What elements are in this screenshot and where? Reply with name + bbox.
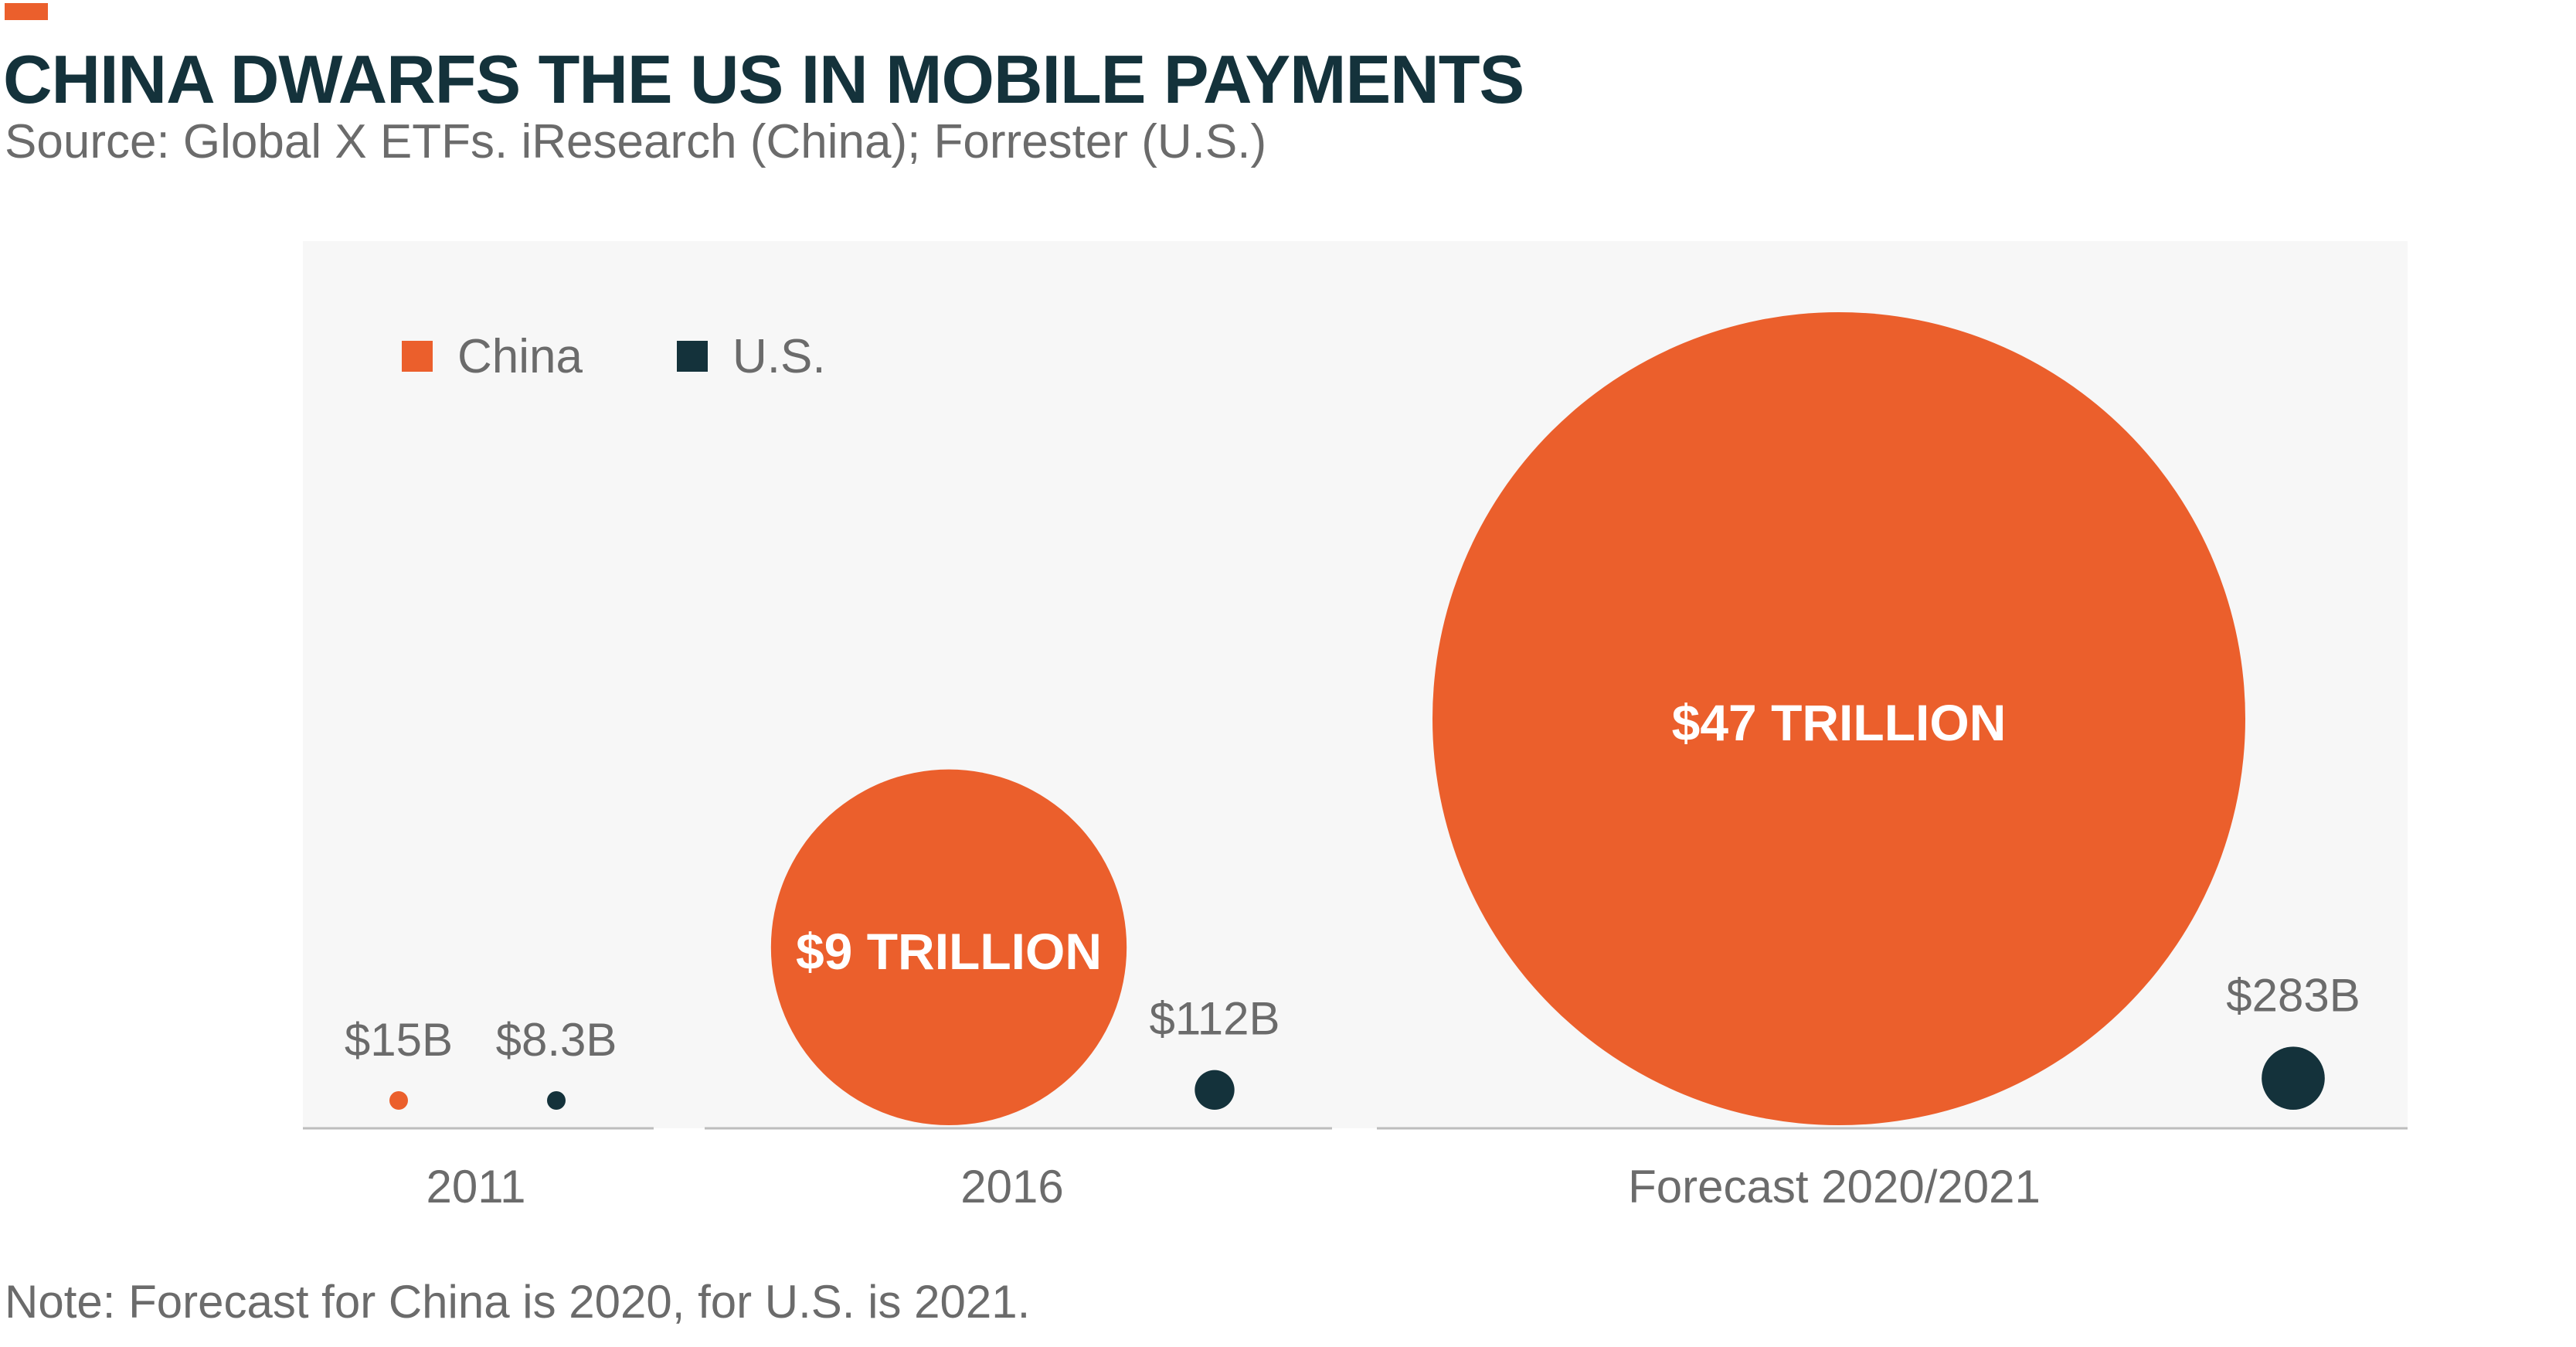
data-label: $8.3B — [496, 1014, 617, 1066]
data-label: $15B — [345, 1014, 453, 1066]
chart-footnote: Note: Forecast for China is 2020, for U.… — [5, 1276, 1031, 1328]
data-label: $283B — [2226, 969, 2360, 1021]
legend-label: China — [457, 330, 583, 383]
x-tick-label: 2016 — [960, 1161, 1063, 1213]
bubble-china-2 — [1432, 312, 2245, 1125]
x-tick-label: Forecast 2020/2021 — [1628, 1161, 2041, 1213]
data-label: $9 TRILLION — [796, 923, 1102, 980]
chart-source: Source: Global X ETFs. iResearch (China)… — [5, 115, 1267, 168]
bubble-us-0 — [547, 1091, 566, 1110]
legend-swatch-us — [677, 341, 708, 372]
x-tick-label: 2011 — [426, 1161, 525, 1213]
bubble-china-1 — [770, 769, 1127, 1125]
bubble-us-1 — [1195, 1070, 1235, 1110]
bubble-us-2 — [2262, 1046, 2325, 1111]
bubble-china-0 — [389, 1091, 408, 1110]
data-label: $47 TRILLION — [1672, 694, 2007, 751]
data-label: $112B — [1149, 993, 1280, 1045]
chart-title: CHINA DWARFS THE US IN MOBILE PAYMENTS — [3, 41, 1524, 117]
legend-swatch-china — [402, 341, 433, 372]
accent-bar — [5, 3, 48, 20]
legend-label: U.S. — [732, 330, 826, 383]
